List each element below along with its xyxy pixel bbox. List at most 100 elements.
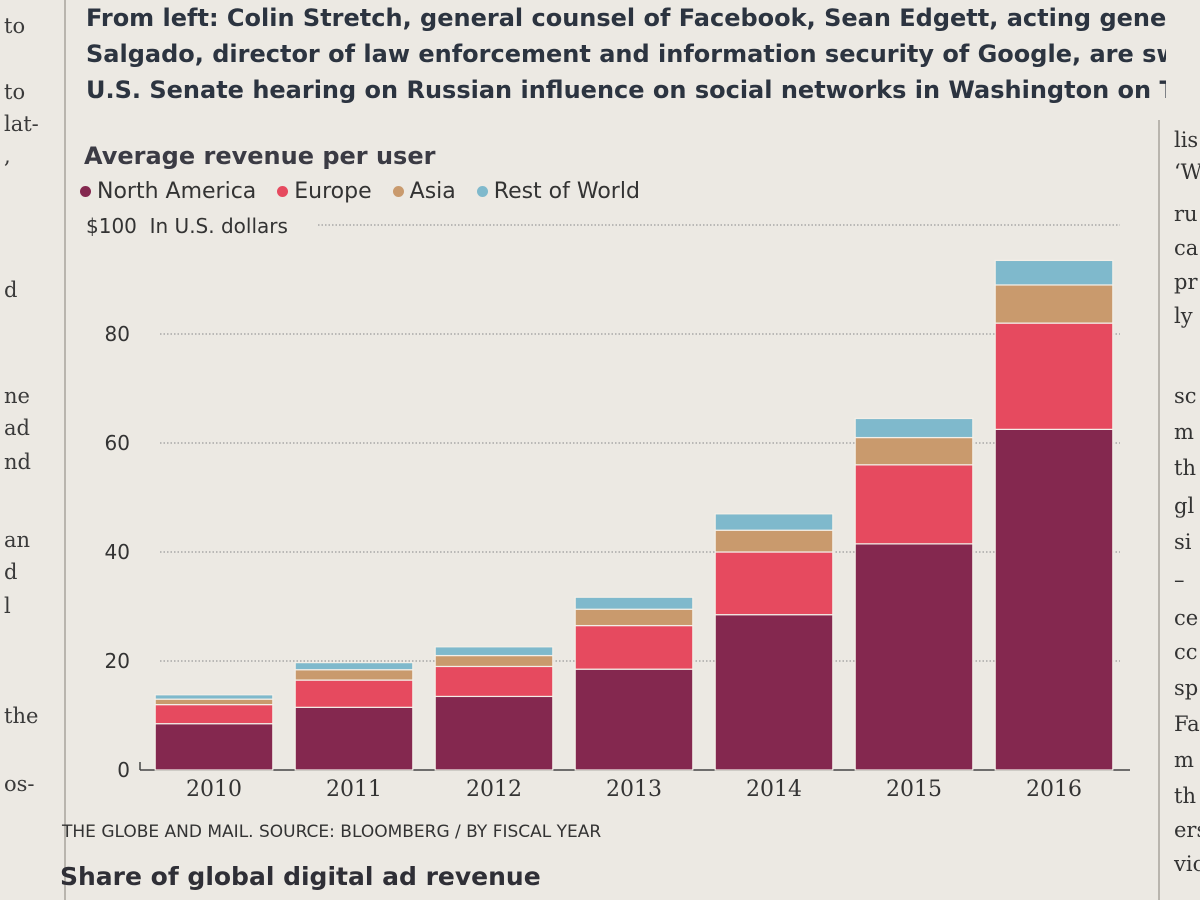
bar-segment-europe xyxy=(714,551,834,616)
x-tick-label: 2010 xyxy=(186,777,242,802)
bar-segment-asia xyxy=(574,608,694,627)
y-tick-label: 40 xyxy=(105,540,130,564)
right-col-text: ca xyxy=(1174,236,1199,260)
bar-segment-rest-of-world xyxy=(994,259,1114,286)
right-col-text: vic xyxy=(1174,852,1200,876)
left-col-text: lat- xyxy=(4,112,39,136)
legend-item-rest-of-world: Rest of World xyxy=(476,179,640,204)
right-col-text: ly xyxy=(1174,304,1193,328)
legend-label: North America xyxy=(97,179,257,204)
left-col-text: , xyxy=(4,144,11,168)
left-col-text: the xyxy=(4,704,39,728)
left-col-text: d xyxy=(4,278,18,302)
right-col-text: m xyxy=(1174,748,1194,772)
right-col-text: th xyxy=(1174,784,1196,808)
right-article-column: lis ‘W ru ca pr ly sc m th gl si – ce cc… xyxy=(1172,0,1200,900)
caption-line: U.S. Senate hearing on Russian influence… xyxy=(86,76,1166,104)
caption-line: Salgado, director of law enforcement and… xyxy=(86,40,1166,68)
bar-segment-asia xyxy=(994,284,1114,324)
y-axis-unit-label: $100 In U.S. dollars xyxy=(86,214,288,238)
right-col-text: sc xyxy=(1174,384,1197,408)
x-tick-label: 2014 xyxy=(746,777,802,802)
x-tick-label: 2012 xyxy=(466,777,522,802)
left-col-text: os- xyxy=(4,772,35,796)
x-tick-label: 2011 xyxy=(326,777,382,802)
right-col-text: ce xyxy=(1174,606,1199,630)
chart-source: THE GLOBE AND MAIL. SOURCE: BLOOMBERG / … xyxy=(62,822,602,842)
right-column-rule xyxy=(1158,120,1160,900)
right-col-text: – xyxy=(1174,568,1185,592)
x-tick-label: 2013 xyxy=(606,777,662,802)
bar-segment-north-america xyxy=(854,543,974,771)
left-col-text: ad xyxy=(4,416,30,440)
left-col-text: l xyxy=(4,594,11,618)
legend-item-north-america: North America xyxy=(80,179,256,204)
bar-segment-rest-of-world xyxy=(294,662,414,671)
bar-segment-asia xyxy=(154,698,274,706)
legend-swatch xyxy=(476,186,488,197)
chart-legend: North America Europe Asia Rest of World xyxy=(80,178,654,204)
photo-caption: From left: Colin Stretch, general counse… xyxy=(86,0,1166,108)
chart-title: Average revenue per user xyxy=(84,142,436,170)
bar-segment-europe xyxy=(294,679,414,708)
right-col-text: ‘W xyxy=(1174,160,1200,184)
unit-label: In U.S. dollars xyxy=(149,214,288,238)
bar-segment-europe xyxy=(994,322,1114,430)
bar-segment-europe xyxy=(434,665,554,698)
bar-segment-rest-of-world xyxy=(154,694,274,700)
bar-segment-asia xyxy=(294,669,414,681)
legend-swatch xyxy=(80,186,91,197)
bar-segment-rest-of-world xyxy=(434,646,554,657)
x-tick-label: 2015 xyxy=(886,777,942,802)
left-col-text: nd xyxy=(4,450,31,474)
bar-segment-north-america xyxy=(294,706,414,771)
bar-segment-rest-of-world xyxy=(854,417,974,439)
x-tick-label: 2016 xyxy=(1026,777,1082,802)
left-col-text: ne xyxy=(4,384,30,408)
right-col-text: pr xyxy=(1174,270,1198,294)
legend-swatch xyxy=(392,186,404,197)
right-col-text: lis xyxy=(1174,128,1199,152)
y-tick-label-top: $100 xyxy=(86,214,137,238)
right-col-text: Fa xyxy=(1174,712,1200,736)
right-col-text: ru xyxy=(1174,202,1198,226)
next-chart-title: Share of global digital ad revenue xyxy=(60,862,541,891)
bar-segment-asia xyxy=(434,654,554,668)
y-tick-label: 80 xyxy=(105,322,130,346)
left-col-text: an xyxy=(4,528,31,552)
y-tick-label: 20 xyxy=(105,649,130,673)
bar-segment-rest-of-world xyxy=(714,513,834,531)
right-col-text: sp xyxy=(1174,676,1199,700)
bar-segment-europe xyxy=(574,624,694,670)
left-article-column: to to lat- , d ne ad nd an d l the os- xyxy=(0,0,56,900)
right-col-text: gl xyxy=(1174,494,1195,518)
legend-label: Europe xyxy=(294,179,372,204)
legend-swatch xyxy=(277,186,289,197)
legend-label: Rest of World xyxy=(493,179,640,204)
left-column-rule xyxy=(64,0,66,900)
bar-segment-north-america xyxy=(994,428,1114,771)
bar-segment-north-america xyxy=(714,614,834,771)
bar-segment-europe xyxy=(854,464,974,545)
bar-segment-asia xyxy=(854,436,974,466)
left-col-text: d xyxy=(4,560,18,584)
right-col-text: th xyxy=(1174,456,1196,480)
caption-line: From left: Colin Stretch, general counse… xyxy=(86,4,1166,32)
bar-segment-europe xyxy=(154,703,274,725)
legend-item-europe: Europe xyxy=(277,179,372,204)
bar-segment-north-america xyxy=(574,668,694,771)
right-col-text: ers xyxy=(1174,818,1200,842)
bar-segment-north-america xyxy=(434,695,554,771)
right-col-text: si xyxy=(1174,530,1192,554)
left-col-text: to xyxy=(4,14,26,38)
y-tick-label: 0 xyxy=(117,758,130,782)
y-tick-label: 60 xyxy=(105,431,130,455)
right-col-text: m xyxy=(1174,420,1194,444)
legend-item-asia: Asia xyxy=(392,179,456,204)
bar-segment-north-america xyxy=(154,723,274,771)
bar-segment-rest-of-world xyxy=(574,596,694,610)
right-col-text: cc xyxy=(1174,640,1198,664)
left-col-text: to xyxy=(4,80,26,104)
legend-label: Asia xyxy=(409,179,456,204)
